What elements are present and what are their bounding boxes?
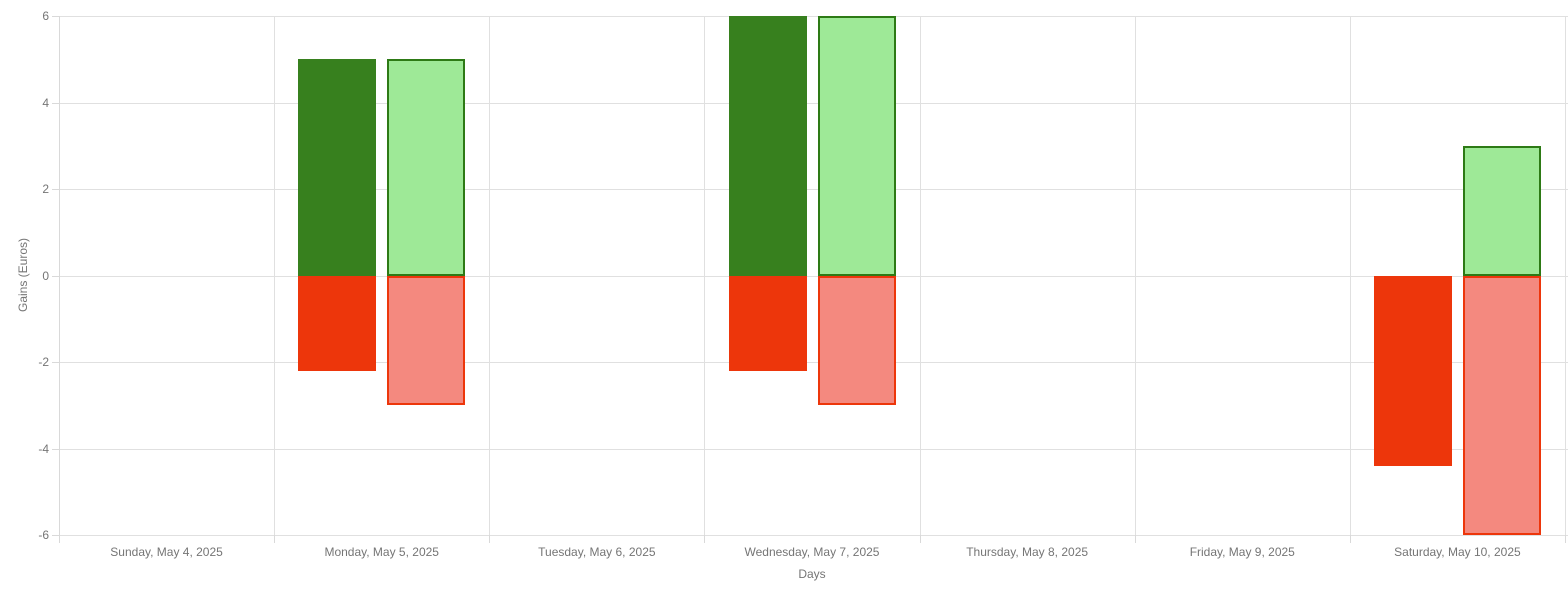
y-axis-line <box>59 16 60 543</box>
x-tick-label: Sunday, May 4, 2025 <box>110 545 223 559</box>
bar-saturday-gains-losses-solid-loss[interactable] <box>1373 275 1452 466</box>
x-tick-label: Friday, May 9, 2025 <box>1189 545 1295 559</box>
bar-wednesday-gains-losses-light-loss[interactable] <box>817 275 896 406</box>
gridline-horizontal <box>59 16 1568 17</box>
bar-wednesday-gains-losses-solid-loss[interactable] <box>728 275 807 371</box>
x-tick-label: Monday, May 5, 2025 <box>324 545 439 559</box>
bar-monday-gains-losses-solid-loss[interactable] <box>298 275 377 371</box>
y-axis-tick <box>52 16 59 17</box>
x-axis-tick <box>1349 535 1351 543</box>
y-axis-tick <box>52 448 59 450</box>
gridline-horizontal <box>59 102 1568 104</box>
bar-wednesday-gains-losses-solid-gain[interactable] <box>728 16 807 276</box>
y-tick-label: -4 <box>38 441 49 456</box>
bar-wednesday-gains-losses-light-gain[interactable] <box>817 16 896 276</box>
gridline-vertical <box>919 16 921 535</box>
y-axis-tick <box>52 189 59 190</box>
x-axis-tick <box>919 535 921 543</box>
gridline-horizontal <box>59 448 1568 450</box>
y-tick-label: 0 <box>42 268 49 283</box>
y-tick-label: 2 <box>42 182 49 196</box>
y-tick-label: -2 <box>38 355 49 369</box>
bar-monday-gains-losses-light-gain[interactable] <box>387 59 466 276</box>
gridline-vertical <box>1349 16 1351 535</box>
y-axis-tick <box>52 275 59 277</box>
x-axis-tick <box>1134 535 1136 543</box>
x-tick-label: Tuesday, May 6, 2025 <box>538 545 656 559</box>
bar-saturday-gains-losses-light-gain[interactable] <box>1462 145 1541 276</box>
x-tick-label: Saturday, May 10, 2025 <box>1394 545 1521 559</box>
gridline-vertical <box>274 16 276 535</box>
gridline-horizontal <box>59 362 1568 363</box>
gridline-vertical <box>489 16 491 535</box>
bar-monday-gains-losses-solid-gain[interactable] <box>298 59 377 276</box>
y-tick-label: 6 <box>42 9 49 23</box>
y-tick-label: 4 <box>42 95 49 110</box>
x-axis-tick <box>274 535 276 543</box>
x-axis-tick <box>489 535 491 543</box>
gridline-vertical <box>704 16 706 535</box>
y-tick-label: -6 <box>38 528 49 542</box>
x-axis-tick <box>1565 535 1566 543</box>
y-axis-tick <box>52 102 59 104</box>
gridline-horizontal <box>59 535 1568 536</box>
bar-saturday-gains-losses-light-loss[interactable] <box>1462 275 1541 535</box>
x-axis-tick <box>704 535 706 543</box>
gridline-vertical <box>1565 16 1566 535</box>
y-axis-tick <box>52 362 59 363</box>
bar-monday-gains-losses-light-loss[interactable] <box>387 275 466 406</box>
gridline-horizontal <box>59 189 1568 190</box>
y-axis-tick <box>52 535 59 536</box>
gridline-horizontal <box>59 275 1568 277</box>
x-tick-label: Thursday, May 8, 2025 <box>966 545 1089 559</box>
gridline-vertical <box>1134 16 1136 535</box>
x-axis-title: Days <box>798 567 826 581</box>
x-tick-label: Wednesday, May 7, 2025 <box>744 545 880 559</box>
